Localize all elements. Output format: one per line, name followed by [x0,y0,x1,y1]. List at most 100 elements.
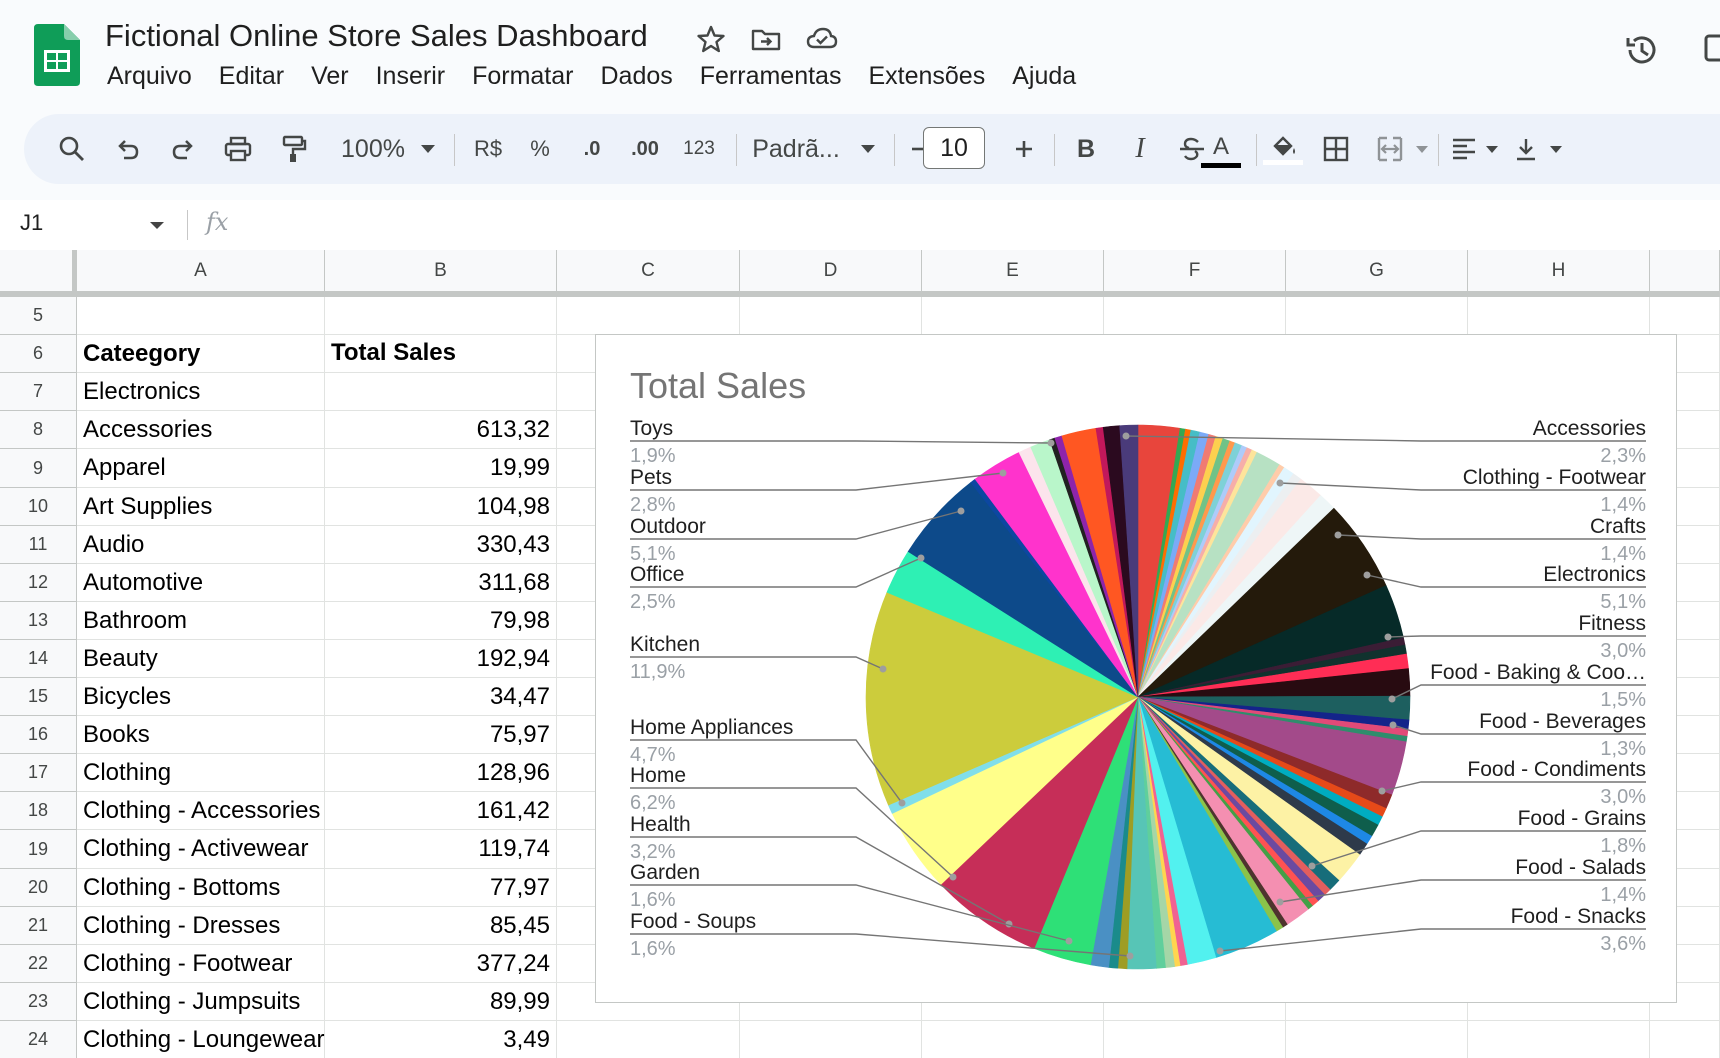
cell-total-sales[interactable]: 19,99 [325,449,557,488]
cell-empty[interactable] [740,297,922,335]
cell-category[interactable]: Clothing - Accessories [77,792,325,830]
cell-total-sales[interactable]: 85,45 [325,907,557,945]
cell-category[interactable]: Audio [77,526,325,564]
frozen-rows-divider[interactable] [0,292,1720,297]
cell-empty[interactable] [1286,1021,1468,1058]
row-header[interactable]: 13 [0,602,77,640]
cell-empty[interactable] [922,297,1104,335]
cell-total-sales[interactable]: Total Sales [325,335,557,373]
text-color-button[interactable]: A [1196,114,1246,184]
column-header-h[interactable]: H [1468,250,1650,292]
column-header-e[interactable]: E [922,250,1104,292]
merge-dropdown-caret[interactable] [1412,114,1432,184]
borders-button[interactable] [1314,114,1358,184]
undo-button[interactable] [106,114,150,184]
cell-empty[interactable] [1650,1021,1720,1058]
valign-dropdown-caret[interactable] [1546,114,1566,184]
cell-empty[interactable] [922,1021,1104,1058]
row-header[interactable]: 9 [0,449,77,488]
align-dropdown-caret[interactable] [1482,114,1502,184]
bold-button[interactable]: B [1076,134,1096,163]
cell-empty[interactable] [1286,297,1468,335]
cell-category[interactable]: Clothing - Dresses [77,907,325,945]
row-header[interactable]: 14 [0,640,77,678]
row-header[interactable]: 6 [0,335,77,373]
cell-total-sales[interactable]: 104,98 [325,488,557,526]
menu-inserir[interactable]: Inserir [375,62,446,90]
cell-category[interactable]: Cateegory [77,335,325,373]
currency-format-button[interactable]: R$ [473,136,503,161]
cell-empty[interactable] [1468,1021,1650,1058]
cell-category[interactable]: Bicycles [77,678,325,716]
column-header-g[interactable]: G [1286,250,1468,292]
cell-total-sales[interactable]: 377,24 [325,945,557,983]
cell-category[interactable] [77,297,325,335]
cell-category[interactable]: Bathroom [77,602,325,640]
menu-ajuda[interactable]: Ajuda [1012,62,1077,90]
name-box[interactable]: J1 [20,210,44,235]
menu-extensoes[interactable]: Extensões [868,62,986,90]
cell-category[interactable]: Art Supplies [77,488,325,526]
pie-slice[interactable] [865,591,1139,806]
cell-category[interactable]: Clothing - Loungewear [77,1021,325,1058]
column-header-partial[interactable] [1650,250,1720,292]
row-header[interactable]: 5 [0,297,77,335]
cell-total-sales[interactable]: 89,99 [325,983,557,1021]
cell-total-sales[interactable]: 75,97 [325,716,557,754]
font-family-select[interactable]: Padrã... [752,134,840,163]
row-header[interactable]: 18 [0,792,77,830]
cell-category[interactable]: Accessories [77,411,325,449]
font-size-input[interactable]: 10 [923,127,985,169]
row-header[interactable]: 20 [0,869,77,907]
row-header[interactable]: 22 [0,945,77,983]
increase-decimal-button[interactable]: .00 [631,137,659,160]
cell-empty[interactable] [740,1021,922,1058]
cell-total-sales[interactable]: 77,97 [325,869,557,907]
pie-slice[interactable] [1119,424,1139,698]
cell-category[interactable]: Clothing - Bottoms [77,869,325,907]
row-header[interactable]: 21 [0,907,77,945]
row-header[interactable]: 7 [0,373,77,411]
paint-format-button[interactable] [272,114,316,184]
horizontal-align-button[interactable] [1444,114,1484,184]
column-header-f[interactable]: F [1104,250,1286,292]
menu-dados[interactable]: Dados [600,62,673,90]
cell-total-sales[interactable]: 161,42 [325,792,557,830]
cell-total-sales[interactable]: 192,94 [325,640,557,678]
print-button[interactable] [216,114,260,184]
fill-color-button[interactable] [1260,114,1306,184]
cell-total-sales[interactable]: 128,96 [325,754,557,792]
cell-total-sales[interactable]: 3,49 [325,1021,557,1058]
cell-total-sales[interactable]: 613,32 [325,411,557,449]
cell-total-sales[interactable]: 330,43 [325,526,557,564]
cell-category[interactable]: Clothing - Footwear [77,945,325,983]
font-dropdown-caret[interactable] [856,114,880,184]
cell-empty[interactable] [1650,297,1720,335]
row-header[interactable]: 17 [0,754,77,792]
menu-ferramentas[interactable]: Ferramentas [699,62,842,90]
menu-arquivo[interactable]: Arquivo [107,62,192,90]
merge-cells-button[interactable] [1368,114,1412,184]
redo-button[interactable] [161,114,205,184]
comments-icon[interactable] [1702,34,1720,64]
cell-category[interactable]: Apparel [77,449,325,488]
cell-category[interactable]: Books [77,716,325,754]
cell-total-sales[interactable] [325,373,557,411]
cell-total-sales[interactable]: 79,98 [325,602,557,640]
column-header-b[interactable]: B [325,250,557,292]
cell-empty[interactable] [557,1021,740,1058]
version-history-icon[interactable] [1622,30,1662,70]
cell-empty[interactable] [1104,297,1286,335]
row-header[interactable]: 12 [0,564,77,602]
italic-button[interactable]: I [1135,133,1145,164]
zoom-select[interactable]: 100% [341,134,405,163]
cell-category[interactable]: Electronics [77,373,325,411]
cell-total-sales[interactable] [325,297,557,335]
row-header[interactable]: 23 [0,983,77,1021]
percent-format-button[interactable]: % [530,136,550,161]
row-header[interactable]: 15 [0,678,77,716]
cloud-saved-icon[interactable] [805,22,839,56]
cell-total-sales[interactable]: 34,47 [325,678,557,716]
formula-input[interactable] [240,205,1640,241]
increase-font-size-button[interactable] [1004,114,1044,184]
